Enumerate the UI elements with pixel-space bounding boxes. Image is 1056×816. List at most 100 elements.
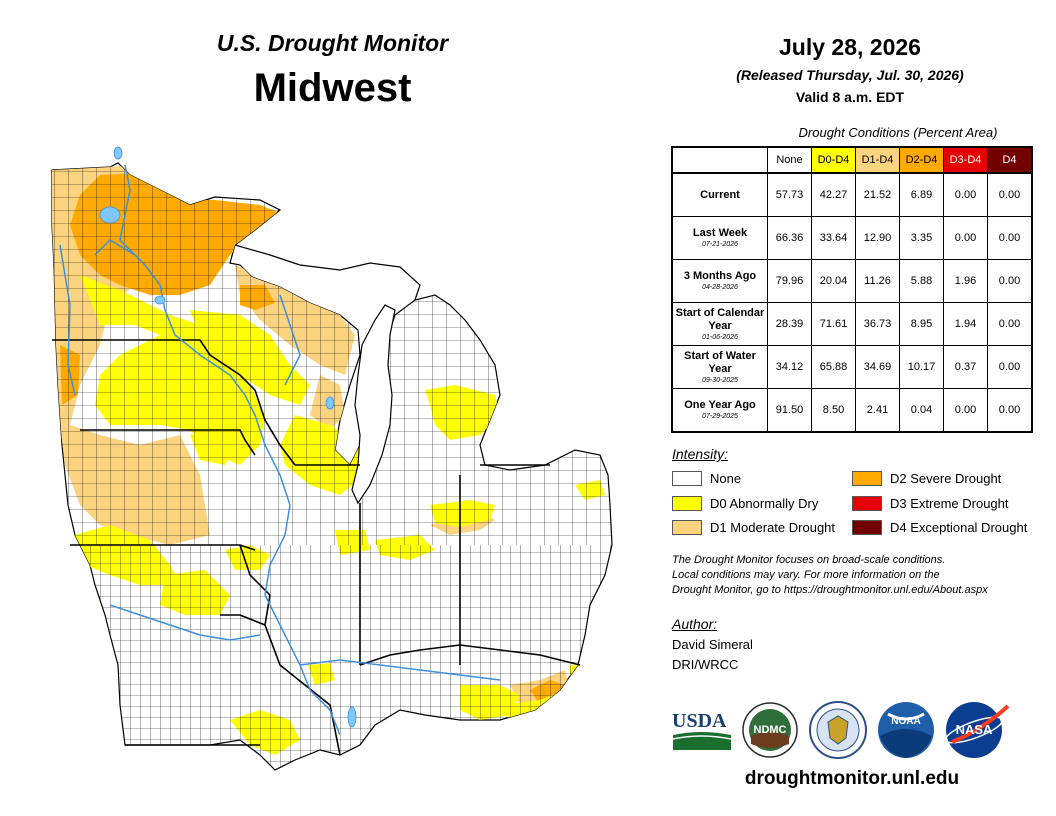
table-cell: 65.88 [811, 345, 856, 389]
release-date: (Released Thursday, Jul. 30, 2026) [736, 67, 964, 83]
legend-label: D4 Exceptional Drought [890, 520, 1028, 535]
table-cell: 57.73 [767, 172, 812, 217]
legend-item-d2: D2 Severe Drought [852, 471, 1001, 486]
svg-text:NASA: NASA [956, 722, 993, 737]
author-org: DRI/WRCC [672, 657, 739, 672]
table-cell: 0.00 [987, 345, 1033, 389]
svg-text:NDMC: NDMC [754, 724, 787, 736]
legend-swatch [672, 471, 702, 486]
table-cell: 0.37 [943, 345, 988, 389]
legend-label: D1 Moderate Drought [710, 520, 836, 535]
svg-text:USDA: USDA [672, 710, 727, 732]
table-cell: 2.41 [855, 388, 900, 433]
row-label: Start of Calendar Year 01-06-2026 [671, 302, 768, 346]
table-cell: 28.39 [767, 302, 812, 346]
table-row: Last Week 07-21-2026 66.36 33.64 12.90 3.… [671, 216, 1033, 260]
midwest-drought-map [51, 146, 613, 771]
map-title: U.S. Drought Monitor [216, 30, 449, 56]
disclaimer-line: The Drought Monitor focuses on broad-sca… [672, 554, 946, 566]
legend-item-d3: D3 Extreme Drought [852, 496, 1009, 511]
legend-item-d1: D1 Moderate Drought [672, 520, 835, 535]
legend-label: None [710, 471, 742, 486]
author-name: David Simeral [672, 637, 753, 652]
conditions-caption: Drought Conditions (Percent Area) [798, 125, 998, 140]
drought-conditions-table: None D0-D4 D1-D4 D2-D4 D3-D4 D4 Current … [671, 146, 1033, 433]
valid-time: Valid 8 a.m. EDT [795, 89, 905, 105]
table-cell: 3.35 [899, 216, 944, 260]
row-label: One Year Ago 07-29-2025 [671, 388, 768, 433]
table-header-row: None D0-D4 D1-D4 D2-D4 D3-D4 D4 [672, 146, 1033, 174]
legend-item-d0: D0 Abnormally Dry [672, 496, 818, 511]
svg-text:NOAA: NOAA [891, 716, 920, 727]
disclaimer-text: The Drought Monitor focuses on broad-sca… [672, 553, 1052, 598]
col-d4: D4 [987, 146, 1033, 174]
table-row: Start of Water Year 09-30-2025 34.12 65.8… [671, 345, 1033, 389]
table-cell: 0.00 [943, 172, 988, 217]
usda-logo: USDA [672, 710, 732, 750]
table-cell: 79.96 [767, 259, 812, 303]
table-cell: 91.50 [767, 388, 812, 433]
table-cell: 0.00 [987, 302, 1033, 346]
table-cell: 8.50 [811, 388, 856, 433]
table-cell: 11.26 [855, 259, 900, 303]
legend-label: D0 Abnormally Dry [710, 496, 819, 511]
legend-label: D2 Severe Drought [890, 471, 1002, 486]
table-row: Start of Calendar Year 01-06-2026 28.39 7… [671, 302, 1033, 346]
legend-swatch [852, 520, 882, 535]
table-cell: 0.00 [987, 259, 1033, 303]
table-cell: 5.88 [899, 259, 944, 303]
table-row: 3 Months Ago 04-28-2026 79.96 20.04 11.26… [671, 259, 1033, 303]
row-label: Current [671, 172, 768, 217]
website-link[interactable]: droughtmonitor.unl.edu [744, 768, 960, 789]
table-cell: 10.17 [899, 345, 944, 389]
table-cell: 6.89 [899, 172, 944, 217]
legend-item-none: None [672, 471, 741, 486]
ndmc-logo: NDMC [742, 702, 798, 758]
legend-swatch [852, 471, 882, 486]
col-none: None [767, 146, 812, 174]
table-cell: 34.69 [855, 345, 900, 389]
col-d3-d4: D3-D4 [943, 146, 988, 174]
disclaimer-link-line[interactable]: Drought Monitor, go to https://droughtmo… [672, 584, 988, 596]
table-cell: 34.12 [767, 345, 812, 389]
legend-swatch [672, 520, 702, 535]
table-cell: 0.00 [943, 388, 988, 433]
table-corner [672, 147, 768, 173]
table-cell: 66.36 [767, 216, 812, 260]
table-cell: 0.00 [987, 172, 1033, 217]
col-d1-d4: D1-D4 [855, 146, 900, 174]
legend-item-d4: D4 Exceptional Drought [852, 520, 1027, 535]
row-label: Last Week 07-21-2026 [671, 216, 768, 260]
author-label: Author: [672, 616, 718, 632]
table-cell: 1.96 [943, 259, 988, 303]
table-row: Current 57.73 42.27 21.52 6.89 0.00 0.00 [671, 172, 1033, 217]
legend-swatch [672, 496, 702, 511]
nasa-logo: NASA [944, 702, 1010, 758]
table-cell: 12.90 [855, 216, 900, 260]
table-cell: 8.95 [899, 302, 944, 346]
col-d0-d4: D0-D4 [811, 146, 856, 174]
disclaimer-line: Local conditions may vary. For more info… [672, 569, 940, 581]
col-d2-d4: D2-D4 [899, 146, 944, 174]
table-cell: 36.73 [855, 302, 900, 346]
noaa-logo: NOAA [878, 702, 934, 758]
table-row: One Year Ago 07-29-2025 91.50 8.50 2.41 0… [671, 388, 1033, 433]
legend-label: D3 Extreme Drought [890, 496, 1009, 511]
table-cell: 0.00 [987, 216, 1033, 260]
table-cell: 0.00 [943, 216, 988, 260]
legend-title: Intensity: [672, 446, 729, 462]
region-title: Midwest [253, 66, 412, 110]
table-cell: 0.00 [987, 388, 1033, 433]
map-date: July 28, 2026 [779, 34, 921, 60]
table-cell: 42.27 [811, 172, 856, 217]
table-cell: 1.94 [943, 302, 988, 346]
table-cell: 20.04 [811, 259, 856, 303]
table-cell: 0.04 [899, 388, 944, 433]
table-cell: 71.61 [811, 302, 856, 346]
row-label: 3 Months Ago 04-28-2026 [671, 259, 768, 303]
legend-swatch [852, 496, 882, 511]
commerce-seal [809, 701, 867, 759]
row-label: Start of Water Year 09-30-2025 [671, 345, 768, 389]
table-cell: 33.64 [811, 216, 856, 260]
table-cell: 21.52 [855, 172, 900, 217]
